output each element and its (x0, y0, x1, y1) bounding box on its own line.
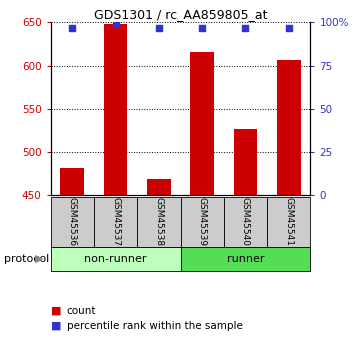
Bar (267, 197, 310, 247)
Text: ▶: ▶ (35, 254, 43, 264)
Point (156, 25, 162, 30)
Text: percentile rank within the sample: percentile rank within the sample (67, 321, 243, 331)
Text: GSM45536: GSM45536 (68, 197, 77, 246)
Point (243, 25, 248, 30)
Text: non-runner: non-runner (84, 254, 147, 264)
Text: ■: ■ (51, 306, 61, 315)
Point (199, 25, 205, 30)
Text: GSM45540: GSM45540 (241, 197, 250, 246)
Bar (180, 197, 224, 247)
Title: GDS1301 / rc_AA859805_at: GDS1301 / rc_AA859805_at (94, 8, 267, 21)
Bar (190, 52, 214, 195)
Text: protocol: protocol (4, 254, 49, 264)
Bar (104, 24, 127, 195)
Bar (51, 197, 94, 247)
Point (69, 25, 75, 30)
Text: GSM45539: GSM45539 (198, 197, 206, 246)
Point (113, 21, 118, 27)
Text: GSM45541: GSM45541 (284, 197, 293, 246)
Bar (234, 128, 257, 195)
Text: GSM45538: GSM45538 (155, 197, 163, 246)
Bar (51, 247, 180, 271)
Bar (277, 60, 301, 195)
Bar (147, 178, 171, 195)
Bar (137, 197, 180, 247)
Bar (180, 247, 310, 271)
Text: count: count (67, 306, 96, 315)
Bar (94, 197, 137, 247)
Text: runner: runner (227, 254, 264, 264)
Text: GSM45537: GSM45537 (111, 197, 120, 246)
Text: ■: ■ (51, 321, 61, 331)
Point (286, 25, 292, 30)
Bar (60, 168, 84, 195)
Bar (224, 197, 267, 247)
